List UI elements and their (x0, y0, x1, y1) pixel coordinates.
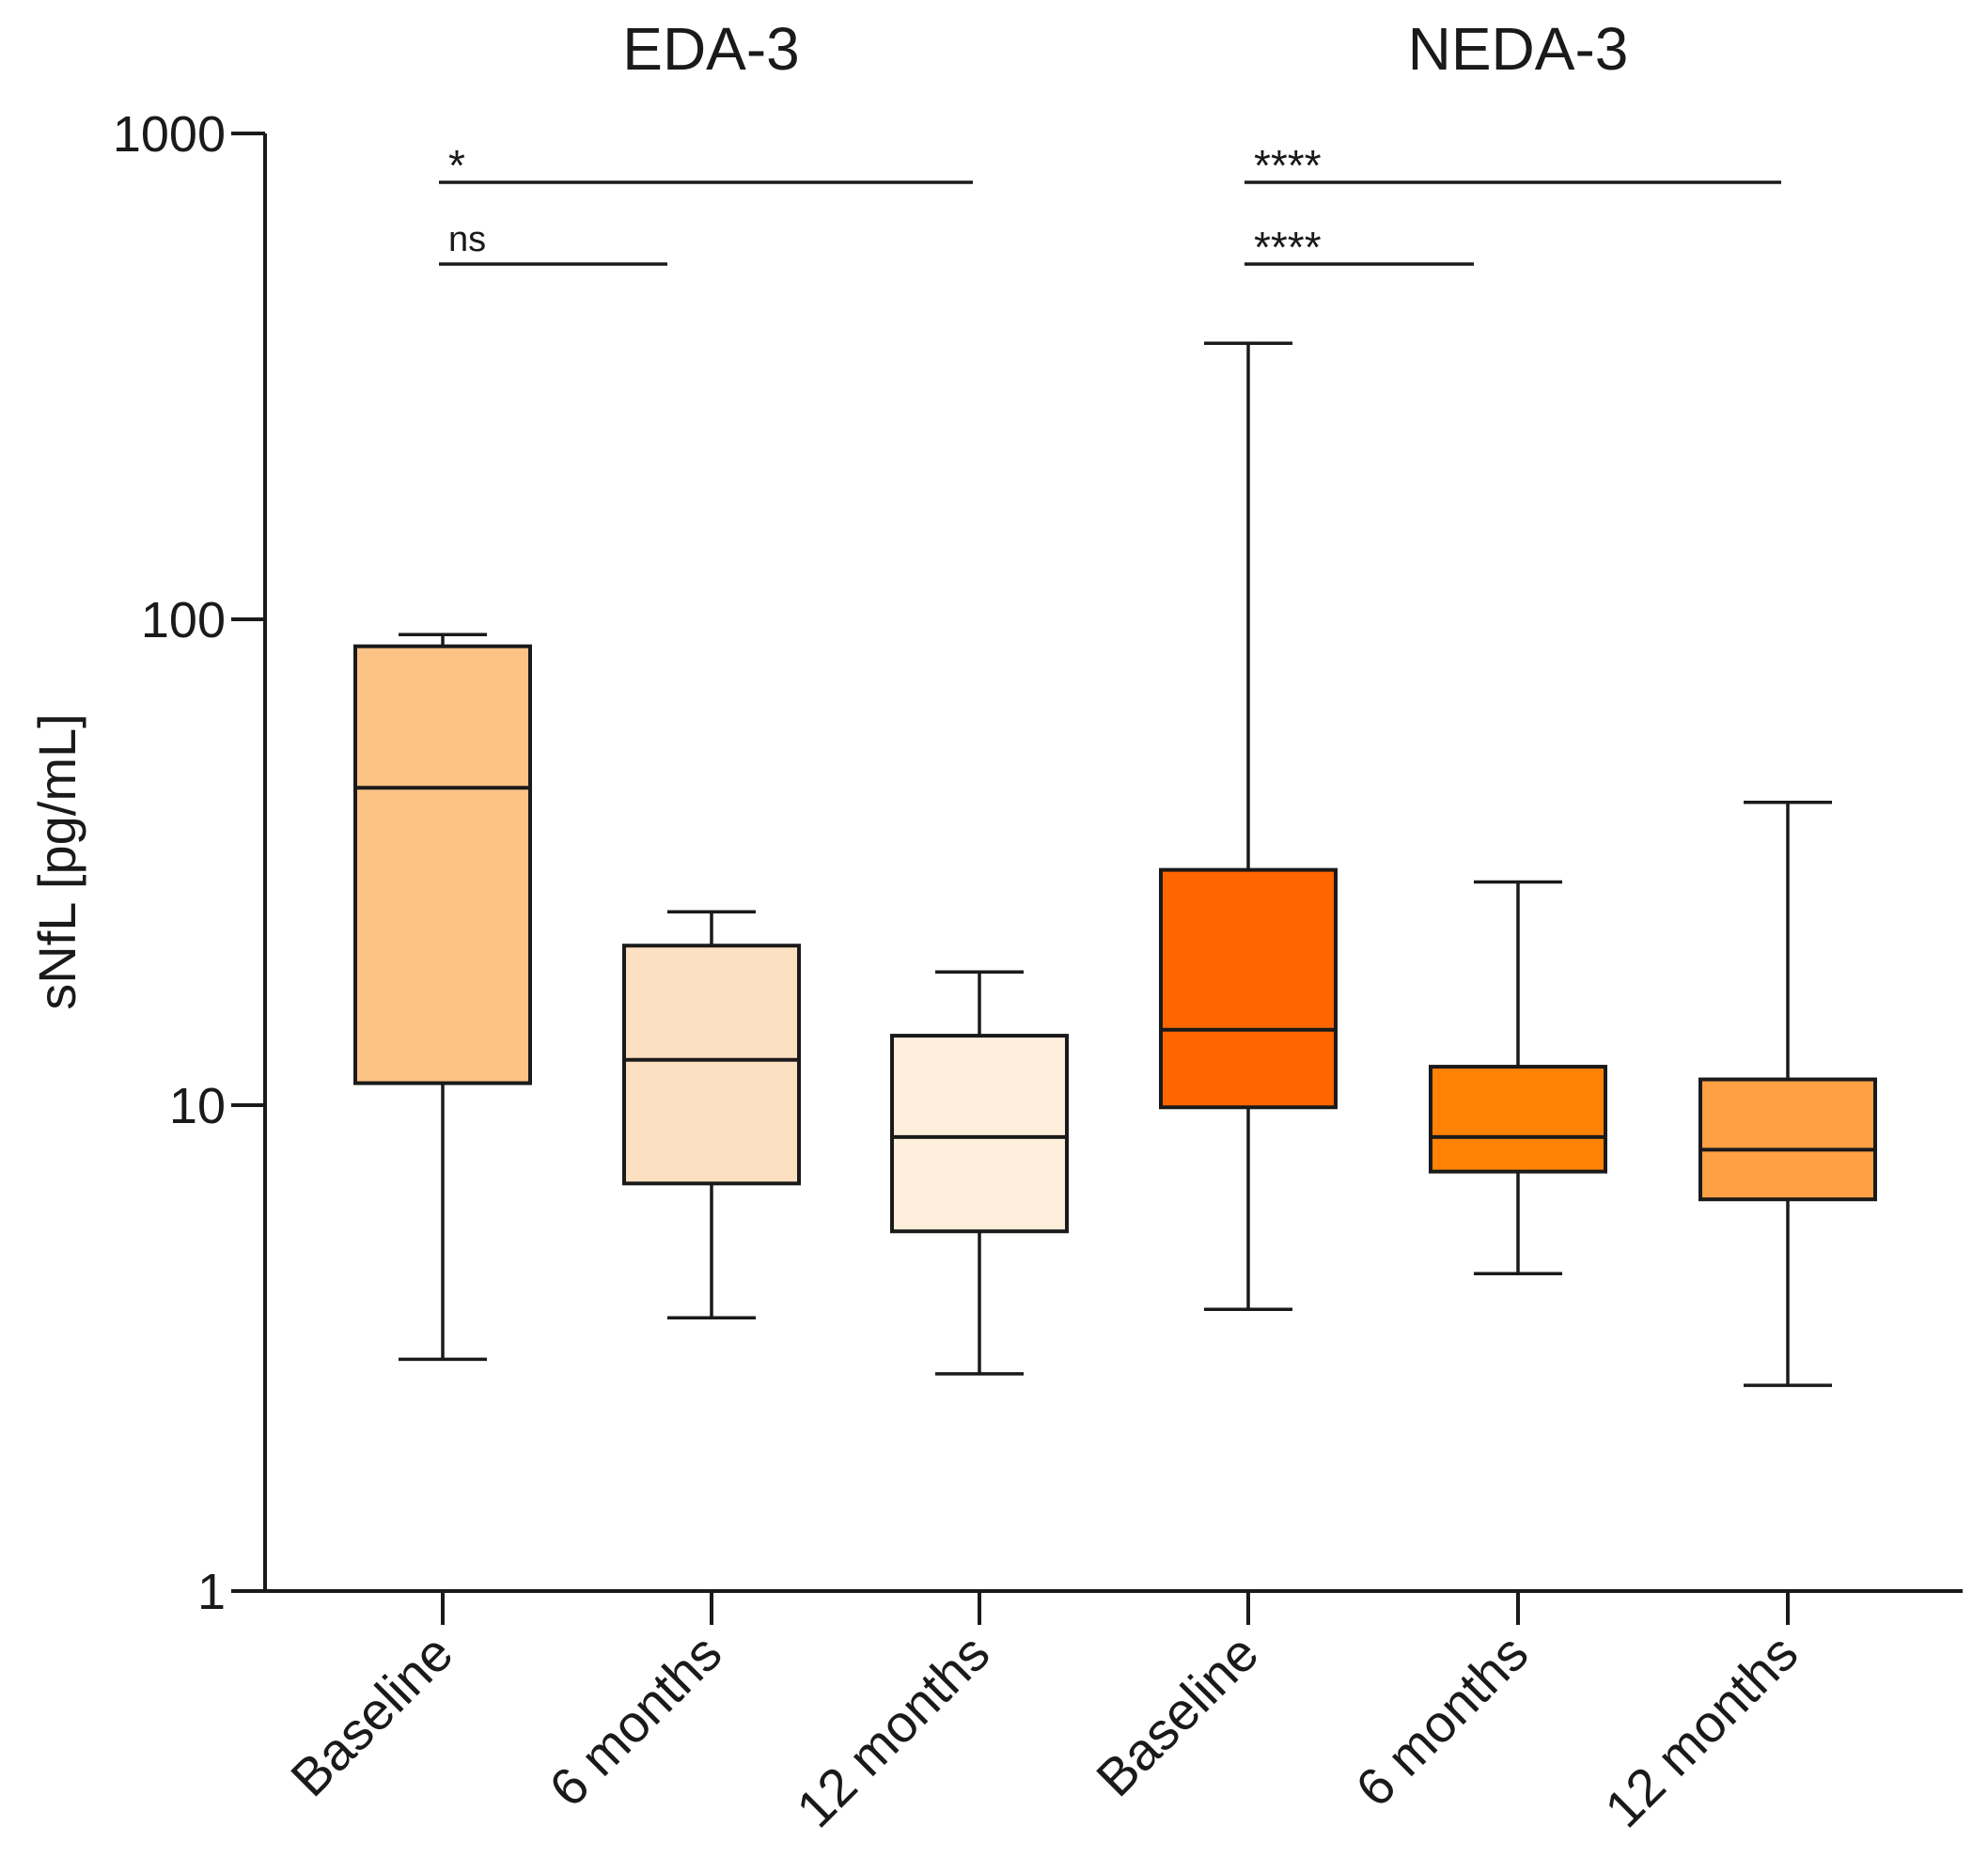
y-tick-label: 10 (169, 1078, 226, 1134)
x-tick-label: 12 months (1593, 1623, 1808, 1838)
y-tick-label: 1000 (113, 106, 226, 163)
box (353, 644, 532, 1085)
box (1698, 1077, 1877, 1202)
y-axis-title: sNfL [pg/mL] (27, 713, 86, 1009)
group-title: NEDA-3 (1408, 15, 1629, 83)
significance-label: ns (448, 220, 486, 259)
x-tick-label: Baseline (1085, 1623, 1269, 1807)
significance-label: * (448, 141, 465, 190)
x-tick-label: 6 months (538, 1623, 732, 1818)
x-tick-label: 12 months (785, 1623, 1000, 1838)
significance-label: **** (1254, 223, 1322, 272)
box (1429, 1065, 1607, 1174)
box (1159, 867, 1338, 1110)
significance-label: **** (1254, 141, 1322, 190)
x-tick-label: Baseline (279, 1623, 463, 1807)
box (890, 1034, 1069, 1234)
y-tick-label: 1 (197, 1564, 226, 1620)
y-tick-label: 100 (141, 592, 226, 648)
x-tick-label: 6 months (1344, 1623, 1539, 1818)
group-title: EDA-3 (622, 15, 800, 83)
box (622, 944, 801, 1186)
